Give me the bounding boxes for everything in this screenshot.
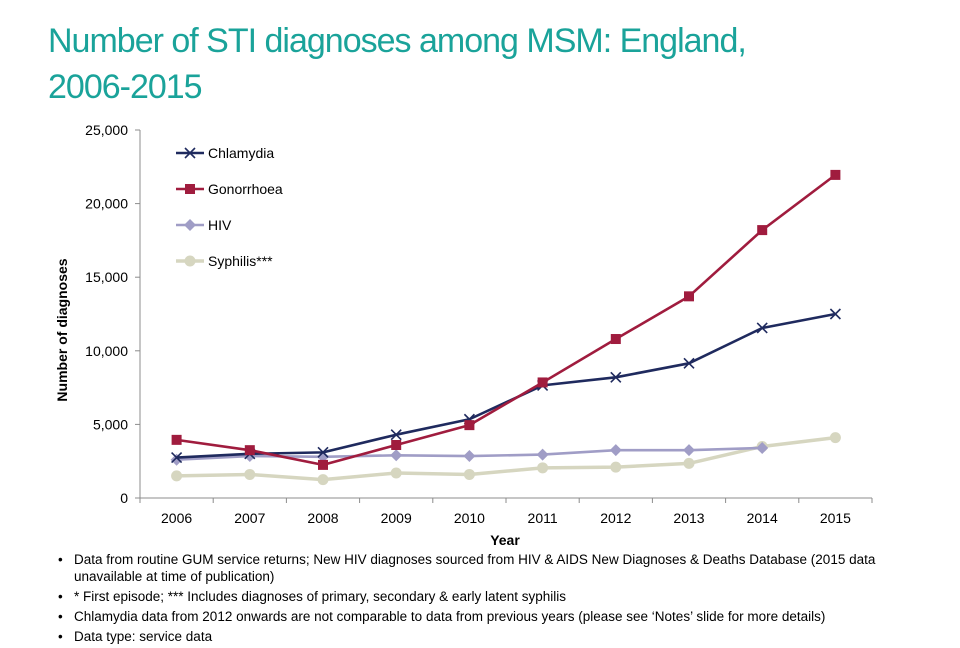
chlamydia-point-stroke — [390, 429, 402, 441]
legend-label: Chlamydia — [208, 145, 274, 161]
x-tick-label: 2008 — [307, 510, 338, 526]
legend-label: HIV — [208, 217, 232, 233]
title-line-2: 2006-2015 — [48, 68, 203, 106]
chlamydia-point — [610, 371, 622, 383]
legend-label: Gonorrhoea — [208, 181, 283, 197]
syphilis-point — [610, 461, 622, 473]
hiv-point — [170, 453, 183, 466]
line-chart: 0 5,000 10,000 15,000 20,000 25,000 2006 2007 20… — [54, 122, 873, 548]
x-tick-label: 2010 — [454, 510, 485, 526]
gonorrhoea-point — [757, 225, 768, 236]
chlamydia-point — [756, 322, 768, 334]
chlamydia-point-stroke — [683, 357, 695, 369]
syphilis-point — [244, 468, 256, 480]
chlamydia-point — [829, 308, 841, 320]
gonorrhoea-point — [684, 291, 694, 302]
x-tick-label: 2012 — [600, 510, 631, 526]
legend-marker — [184, 147, 196, 159]
hiv-point — [390, 449, 403, 462]
chart-axes: 0 5,000 10,000 15,000 20,000 25,000 2006 2007 20… — [85, 122, 873, 526]
y-tick-label: 25,000 — [85, 122, 128, 138]
chlamydia-point-stroke — [610, 371, 622, 383]
hiv-point — [756, 441, 769, 454]
y-tick-label: 15,000 — [85, 269, 128, 285]
x-tick-label: 2009 — [381, 510, 412, 526]
chlamydia-point — [683, 357, 695, 369]
legend-item-hiv: HIV — [176, 217, 232, 233]
chlamydia-point-stroke — [829, 308, 841, 320]
legend-label: Syphilis*** — [208, 253, 273, 269]
syphilis-point — [829, 432, 841, 444]
legend-item-chlamydia: Chlamydia — [176, 145, 274, 161]
chart-series — [170, 169, 841, 486]
y-tick-label: 5,000 — [93, 416, 128, 432]
hiv-point — [317, 450, 329, 463]
chlamydia-point — [390, 429, 402, 441]
legend-marker — [184, 219, 196, 231]
footnote-item: Chlamydia data from 2012 onwards are not… — [58, 608, 938, 625]
syphilis-point — [537, 462, 549, 474]
footnote-item: Data from routine GUM service returns; N… — [58, 551, 938, 585]
hiv-point — [683, 444, 695, 457]
chlamydia-point-stroke — [756, 322, 768, 334]
x-tick-label: 2011 — [528, 510, 558, 526]
gonorrhoea-point — [610, 334, 621, 345]
x-tick-label: 2013 — [673, 510, 704, 526]
gonorrhoea-line — [176, 173, 837, 467]
syphilis-point — [171, 470, 183, 482]
chlamydia-line — [176, 312, 836, 459]
footnotes: Data from routine GUM service returns; N… — [58, 551, 938, 648]
gonorrhoea-point — [537, 377, 548, 388]
chlamydia-point — [317, 446, 329, 458]
gonorrhoea-point — [391, 440, 402, 451]
x-axis-title: Year — [490, 532, 520, 548]
legend-item-syphilis: Syphilis*** — [176, 253, 273, 269]
y-tick-label: 10,000 — [85, 343, 128, 359]
legend-marker — [185, 184, 195, 194]
gonorrhoea-point — [171, 434, 182, 445]
x-tick-label: 2006 — [161, 510, 192, 526]
y-tick-label: 0 — [120, 490, 128, 506]
chlamydia-point-stroke — [317, 446, 329, 458]
chart-legend: Chlamydia Gonorrhoea HIV Syphilis*** — [176, 145, 283, 269]
x-tick-label: 2014 — [747, 510, 778, 526]
series-syphilis — [171, 432, 841, 486]
syphilis-point — [463, 468, 475, 480]
footnote-item: Data type: service data — [58, 628, 938, 645]
legend-marker — [184, 255, 196, 267]
series-gonorrhoea — [171, 169, 841, 470]
y-tick-label: 20,000 — [85, 196, 128, 212]
hiv-point — [609, 444, 622, 457]
legend-marker-stroke — [184, 147, 196, 159]
gonorrhoea-point — [318, 459, 328, 470]
y-axis-title: Number of diagnoses — [54, 258, 70, 401]
x-tick-label: 2015 — [820, 510, 851, 526]
footnote-item: * First episode; *** Includes diagnoses … — [58, 588, 938, 605]
syphilis-point — [317, 474, 329, 486]
hiv-point — [463, 450, 476, 463]
hiv-point — [536, 448, 549, 461]
x-tick-label: 2007 — [234, 510, 265, 526]
syphilis-line — [176, 435, 836, 482]
syphilis-point — [390, 467, 402, 479]
chlamydia-point-stroke — [171, 451, 183, 464]
chlamydia-point — [171, 451, 183, 464]
page-title: Number of STI diagnoses among MSM: Engla… — [48, 18, 928, 110]
series-chlamydia — [171, 308, 841, 464]
gonorrhoea-point — [244, 445, 255, 456]
syphilis-point — [683, 457, 695, 469]
legend-item-gonorrhoea: Gonorrhoea — [176, 181, 283, 197]
title-line-1: Number of STI diagnoses among MSM: Engla… — [48, 22, 747, 60]
gonorrhoea-point — [464, 420, 475, 431]
gonorrhoea-point — [830, 169, 841, 180]
